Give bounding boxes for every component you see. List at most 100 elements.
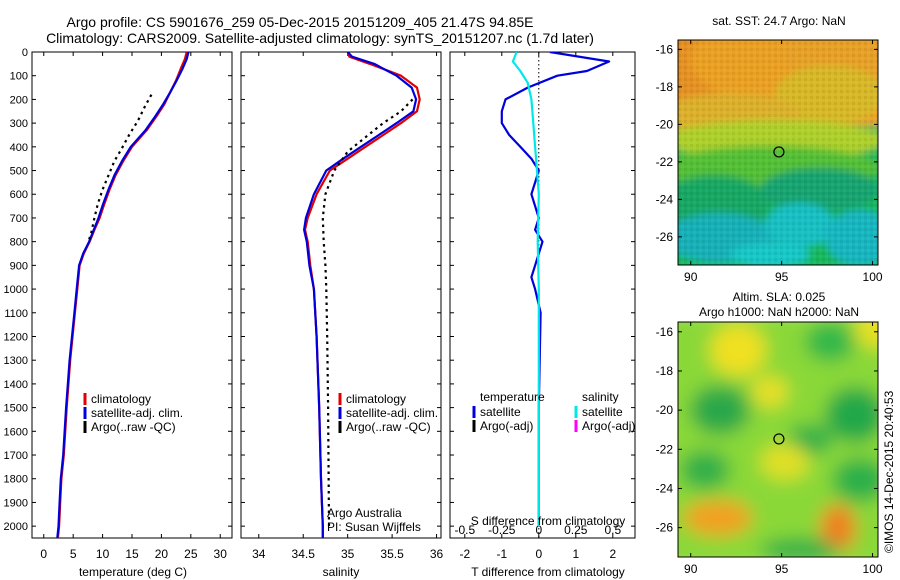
x-tick-label: 0 (535, 547, 542, 561)
y-tick-label: 200 (10, 94, 28, 106)
x-tick-label: 35 (341, 547, 355, 561)
figure-title-line-2: Climatology: CARS2009. Satellite-adjuste… (46, 30, 594, 46)
temperature-series (56, 52, 190, 538)
legend-temperature-satellite-label: satellite (480, 405, 521, 419)
x-tick-label: 25 (184, 547, 198, 561)
y-tick-label: 1100 (4, 308, 28, 320)
y-tick-label: 0 (22, 47, 28, 59)
difference-plot-area (449, 51, 636, 539)
legend-climatology-label: climatology (346, 392, 406, 406)
legend-salinity-argo-label: Argo(-adj) (582, 419, 635, 433)
map-y-tick-label: -26 (656, 230, 674, 244)
x-tick-label: 15 (125, 547, 139, 561)
salinity-x-label: salinity (323, 565, 360, 579)
y-tick-label: 500 (10, 166, 28, 178)
y-tick-label: 1700 (4, 450, 28, 462)
salinity-plot-area (240, 51, 442, 539)
x-tick-label: -2 (459, 547, 470, 561)
difference-x2-label: S difference from climatology (471, 514, 626, 528)
y-tick-label: 1900 (4, 497, 28, 509)
figure-title-line-1: Argo profile: CS 5901676_259 05-Dec-2015… (66, 14, 533, 30)
y-tick-label: 900 (10, 260, 28, 272)
y-tick-label: 700 (10, 213, 28, 225)
y-tick-label: 1300 (4, 355, 28, 367)
legend-climatology-label: climatology (91, 392, 151, 406)
sst-map-panel: sat. SST: 24.7 Argo: NaN (656, 14, 883, 284)
map-y-tick-label: -16 (656, 42, 674, 56)
argo-float-marker (773, 433, 785, 445)
y-tick-label: 1500 (4, 403, 28, 415)
x-tick-label: 20 (155, 547, 169, 561)
y-tick-label: 100 (10, 71, 28, 83)
difference-x-label: T difference from climatology (471, 565, 625, 579)
sst-map-frame (677, 39, 879, 266)
x2-tick-label: 0.5 (604, 523, 621, 537)
map-y-tick-label: -22 (656, 155, 674, 169)
x-tick-label: 34.5 (292, 547, 316, 561)
legend-temperature-argo-label: Argo(-adj) (480, 419, 533, 433)
x-tick-label: 0 (40, 547, 47, 561)
x-tick-label: 34 (252, 547, 266, 561)
salinity-series (303, 52, 421, 538)
temperature-plot-area (31, 51, 233, 539)
sla-map-title-1: Altim. SLA: 0.025 (733, 290, 826, 304)
temperature-axis-ticks: 0100200300400500600700800900100011001200… (4, 47, 232, 561)
map-y-tick-label: -18 (656, 364, 674, 378)
y-tick-label: 1400 (4, 379, 28, 391)
x-tick-label: 35.5 (380, 547, 404, 561)
salinity-axis-ticks: 34 34.5 35 35.5 36 (241, 51, 444, 561)
map-y-tick-label: -18 (656, 80, 674, 94)
difference-series (500, 52, 611, 538)
temperature-x-label: temperature (deg C) (79, 565, 187, 579)
map-y-tick-label: -24 (656, 192, 674, 206)
map-x-tick-label: 90 (684, 270, 698, 284)
map-y-tick-label: -16 (656, 325, 674, 339)
legend-satellite-label: satellite-adj. clim. (91, 406, 183, 420)
sla-map-title-2: Argo h1000: NaN h2000: NaN (699, 305, 859, 319)
map-y-tick-label: -26 (656, 521, 674, 535)
difference-legend: temperature satellite Argo(-adj) salinit… (472, 390, 635, 433)
legend-argo-label: Argo(..raw -QC) (346, 420, 431, 434)
series-line-argo-raw-qc- (321, 98, 414, 527)
sst-map-axis-ticks: 90 95 100 -16 -18 -20 -22 -24 -26 (656, 40, 883, 284)
y-tick-label: 400 (10, 142, 28, 154)
difference-panel: -2 -1 0 1 2 -0.5 -0.25 0 0.25 0.5 temperature sat… (449, 51, 636, 579)
legend-argo-label: Argo(..raw -QC) (91, 420, 176, 434)
x2-tick-label: -0.25 (488, 523, 516, 537)
x-tick-label: 5 (70, 547, 77, 561)
y-tick-label: 2000 (4, 521, 28, 533)
legend-salinity-header: salinity (582, 390, 619, 404)
x-tick-label: 30 (214, 547, 228, 561)
salinity-panel: 34 34.5 35 35.5 36 climatology satellite-adj… (240, 51, 444, 579)
y-tick-label: 300 (10, 118, 28, 130)
series-line-satellite-adj-clim- (303, 52, 418, 538)
sla-map-panel: Altim. SLA: 0.025 Argo h1000: NaN h2000:… (656, 290, 883, 576)
y-tick-label: 600 (10, 189, 28, 201)
legend-temperature-header: temperature (480, 390, 545, 404)
map-y-tick-label: -20 (656, 117, 674, 131)
map-y-tick-label: -24 (656, 481, 674, 495)
credit-line-2: PI: Susan Wijffels (327, 520, 421, 534)
argo-float-marker (773, 146, 785, 158)
x-tick-label: 2 (609, 547, 616, 561)
legend-salinity-satellite-label: satellite (582, 405, 623, 419)
map-x-tick-label: 100 (863, 562, 883, 576)
sst-map-title: sat. SST: 24.7 Argo: NaN (712, 14, 845, 28)
series-line-argo-raw-qc- (87, 94, 153, 243)
map-y-tick-label: -22 (656, 442, 674, 456)
map-x-tick-label: 100 (863, 270, 883, 284)
salinity-legend: climatology satellite-adj. clim. Argo(..… (338, 392, 438, 434)
x-tick-label: 36 (430, 547, 444, 561)
copyright-stamp: ©IMOS 14-Dec-2015 20:40:53 (882, 390, 896, 553)
temperature-panel: 0100200300400500600700800900100011001200… (4, 47, 233, 579)
sst-map-image (678, 40, 878, 265)
sla-map-frame (677, 321, 879, 558)
x-tick-label: 1 (572, 547, 579, 561)
y-tick-label: 1600 (4, 426, 28, 438)
legend-satellite-label: satellite-adj. clim. (346, 406, 438, 420)
series-line-temperature-satellite (500, 52, 611, 527)
sla-map-axis-ticks: 90 95 100 -16 -18 -20 -22 -24 -26 (656, 322, 883, 576)
x2-tick-label: -0.5 (454, 523, 475, 537)
credit-line-1: Argo Australia (327, 506, 402, 520)
